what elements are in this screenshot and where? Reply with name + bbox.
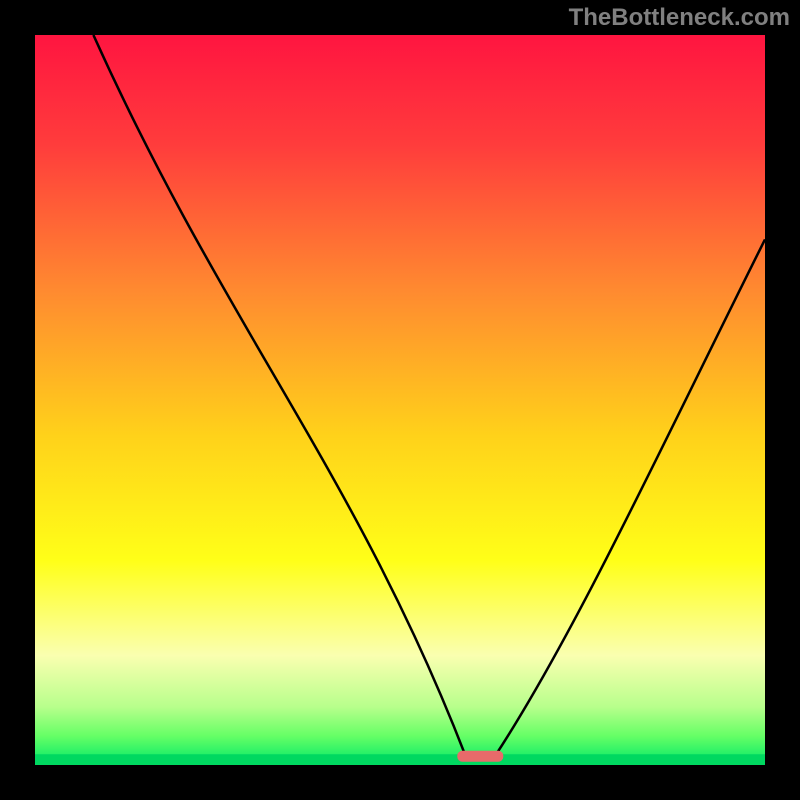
chart-container: TheBottleneck.com <box>0 0 800 800</box>
watermark-text: TheBottleneck.com <box>569 4 790 32</box>
bottleneck-chart <box>0 0 800 800</box>
optimal-marker <box>457 751 503 762</box>
baseline-strip <box>35 754 765 765</box>
